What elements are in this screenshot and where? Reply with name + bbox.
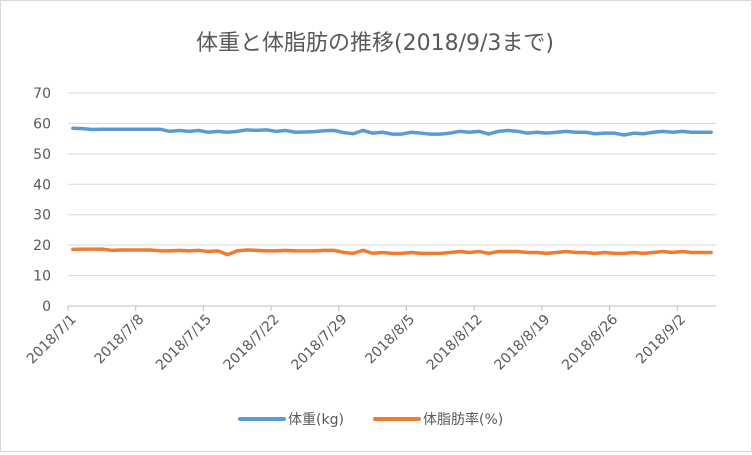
legend-label: 体重(kg) [288,412,344,428]
gridlines [68,92,716,277]
y-tick-label: 0 [42,299,51,315]
x-tick-label: 2018/8/19 [491,312,553,374]
legend: 体重(kg) 体脂肪率(%) [238,411,503,428]
x-tick-label: 2018/7/29 [288,312,350,374]
y-tick-label: 40 [33,177,51,193]
series-line-weight [71,126,713,137]
x-tick-label: 2018/8/5 [362,312,418,368]
series-line-body-fat [71,247,713,257]
chart-title: 体重と体脂肪の推移(2018/9/3まで) [196,31,554,56]
x-tick-label: 2018/7/8 [92,312,148,368]
x-tick-label: 2018/9/2 [633,312,689,368]
y-tick-label: 60 [33,116,51,132]
y-axis-ticks: 0 10 20 30 40 50 60 70 [33,86,51,315]
x-axis-ticks: 2018/7/1 2018/7/8 2018/7/15 2018/7/22 2018/7… [24,311,689,373]
x-tick-label: 2018/7/15 [153,312,215,374]
y-tick-label: 70 [33,86,51,102]
x-tick-label: 2018/7/1 [24,312,80,368]
x-tick-label: 2018/7/22 [221,312,283,374]
y-tick-label: 30 [33,208,51,224]
y-tick-label: 10 [33,269,51,285]
x-tick-label: 2018/8/26 [559,311,621,373]
legend-label: 体脂肪率(%) [423,411,503,428]
y-tick-label: 50 [33,147,51,163]
x-tick-label: 2018/8/12 [424,312,486,374]
series-lines [71,126,713,257]
x-axis [67,305,716,311]
y-tick-label: 20 [33,238,51,254]
